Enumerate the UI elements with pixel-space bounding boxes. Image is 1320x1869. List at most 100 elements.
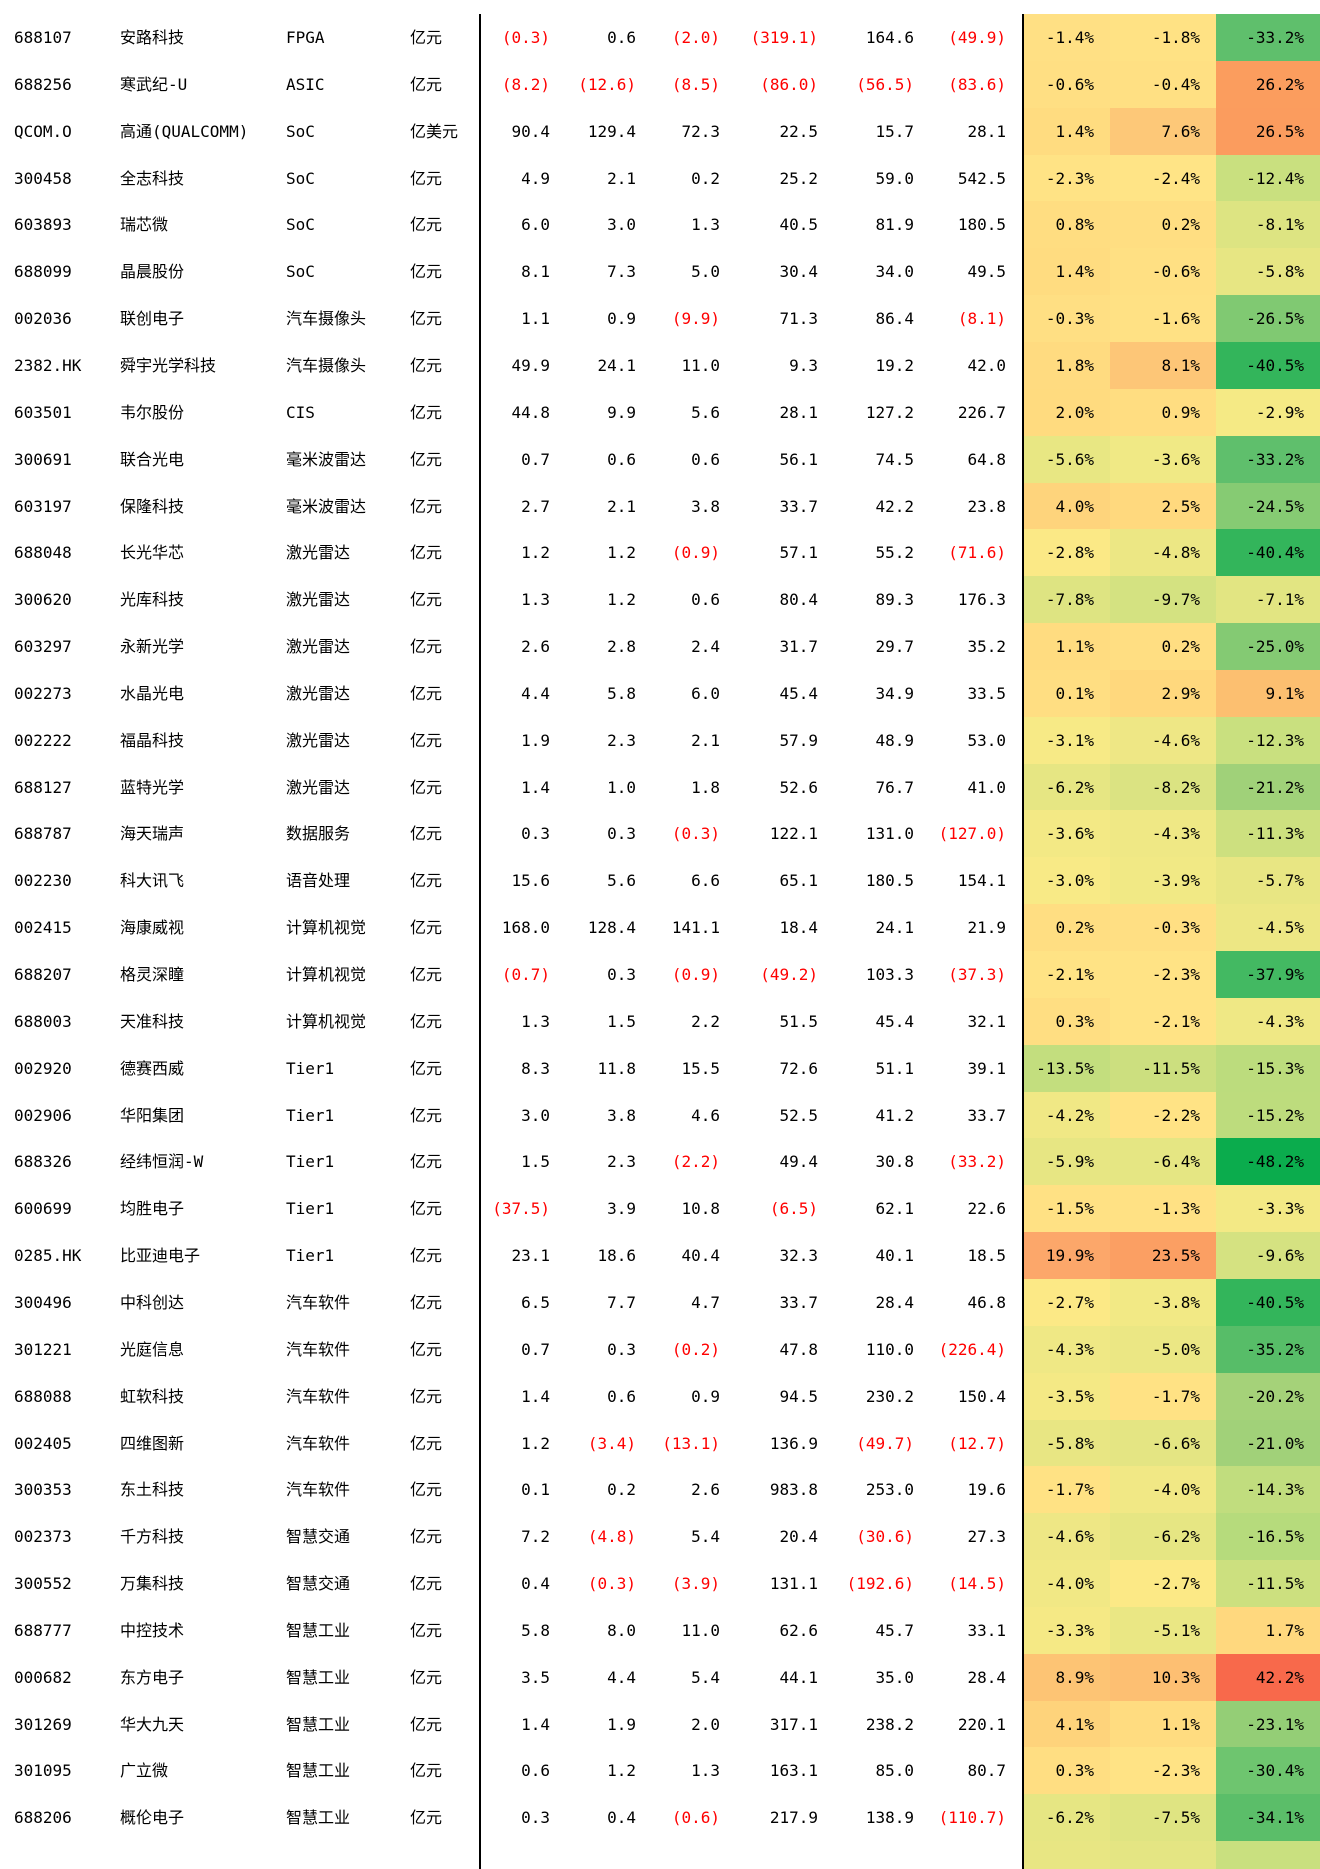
table-row: 688048 长光华芯 激光雷达 亿元 1.2 1.2 (0.9) 57.1 55.2 (71.6…: [0, 529, 1320, 577]
growth-cell-bg: [1216, 1278, 1320, 1326]
value-cell: 33.1: [967, 1620, 1006, 1640]
growth-cell-bg: [1110, 60, 1216, 108]
growth-cell-bg: [1024, 716, 1110, 764]
unit-label: 亿元: [410, 1246, 443, 1266]
company-name: 中科创达: [120, 1292, 185, 1312]
value-cell: 72.6: [779, 1058, 818, 1078]
stock-code: 688206: [14, 1808, 72, 1828]
table-row: 603297 永新光学 激光雷达 亿元 2.6 2.8 2.4 31.7 29.7 35.2 1.1…: [0, 623, 1320, 671]
growth-cell: -2.7%: [1151, 1574, 1200, 1594]
segment-label: Tier1: [286, 1199, 335, 1219]
company-name: 福晶科技: [120, 730, 185, 750]
growth-cell-bg: [1216, 1653, 1320, 1701]
value-cell: 2.1: [691, 730, 720, 750]
segment-label: 计算机视觉: [286, 918, 367, 938]
stock-code: 603197: [14, 496, 72, 516]
growth-cell-bg: [1216, 107, 1320, 155]
unit-label: 亿元: [410, 496, 443, 516]
growth-cell-bg: [1024, 810, 1110, 858]
growth-cell-bg: [1024, 1560, 1110, 1608]
unit-label: 亿元: [410, 824, 443, 844]
growth-cell-bg: [1110, 1232, 1216, 1280]
value-cell: (319.1): [750, 28, 818, 47]
growth-cell: -1.4%: [1045, 28, 1094, 47]
growth-cell-bg: [1216, 810, 1320, 858]
growth-cell: 1.4%: [1055, 262, 1094, 282]
growth-cell: 2.5%: [1161, 496, 1200, 516]
value-cell: (49.7): [856, 1433, 914, 1453]
value-cell: 85.0: [875, 1761, 914, 1781]
segment-label: SoC: [286, 262, 315, 282]
stock-code: 688099: [14, 262, 72, 282]
growth-cell: 1.4%: [1055, 121, 1094, 141]
table-row: 002373 千方科技 智慧交通 亿元 7.2 (4.8) 5.4 20.4 (30.6) 27.…: [0, 1513, 1320, 1561]
growth-cell: -9.6%: [1255, 1246, 1304, 1266]
stock-code: 002415: [14, 918, 72, 938]
unit-label: 亿元: [410, 1480, 443, 1500]
company-name: 华大九天: [120, 1714, 185, 1734]
growth-cell: -1.7%: [1045, 1480, 1094, 1500]
company-name: 概伦电子: [120, 1808, 185, 1828]
growth-cell: -3.6%: [1151, 449, 1200, 469]
value-cell: 0.3: [607, 1339, 636, 1359]
value-cell: 1.8: [691, 777, 720, 797]
growth-cell-bg: [1110, 1513, 1216, 1561]
growth-cell: 26.5%: [1255, 121, 1304, 141]
value-cell: 253.0: [865, 1480, 914, 1500]
value-cell: 39.1: [967, 1058, 1006, 1078]
table-row: 002036 联创电子 汽车摄像头 亿元 1.1 0.9 (9.9) 71.3 86.4 (8.1…: [0, 295, 1320, 343]
growth-cell: -1.6%: [1151, 309, 1200, 329]
value-cell: 28.4: [967, 1667, 1006, 1687]
segment-label: SoC: [286, 215, 315, 235]
value-cell: 42.0: [967, 355, 1006, 375]
value-cell: 9.3: [789, 355, 818, 375]
value-cell: 21.9: [967, 918, 1006, 938]
segment-label: 毫米波雷达: [286, 496, 367, 516]
value-cell: 5.4: [691, 1667, 720, 1687]
segment-label: 激光雷达: [286, 590, 351, 610]
value-cell: 11.0: [681, 1620, 720, 1640]
value-cell: 5.4: [691, 1527, 720, 1547]
growth-cell-bg: [1216, 716, 1320, 764]
growth-cell: -5.1%: [1151, 1620, 1200, 1640]
value-cell: 138.9: [865, 1808, 914, 1828]
value-cell: 129.4: [587, 121, 636, 141]
value-cell: 4.4: [521, 683, 550, 703]
stock-code: 688127: [14, 777, 72, 797]
value-cell: 164.6: [865, 28, 914, 47]
growth-cell: 0.2%: [1161, 215, 1200, 235]
value-cell: 983.8: [769, 1480, 818, 1500]
value-cell: 2.6: [521, 637, 550, 657]
stock-code: 301269: [14, 1714, 72, 1734]
company-name: 东方电子: [120, 1667, 185, 1687]
growth-cell-bg: [1216, 1747, 1320, 1795]
value-cell: 0.7: [521, 1339, 550, 1359]
value-cell: 45.4: [779, 683, 818, 703]
company-name: 万集科技: [120, 1574, 185, 1594]
value-cell: 40.5: [779, 215, 818, 235]
growth-cell: -3.9%: [1151, 871, 1200, 891]
value-cell: 52.6: [779, 777, 818, 797]
growth-cell: -4.6%: [1151, 730, 1200, 750]
growth-cell-bg: [1024, 857, 1110, 905]
segment-label: 汽车软件: [286, 1386, 351, 1406]
company-name: 高通(QUALCOMM): [120, 121, 249, 141]
growth-cell-bg: [1110, 1841, 1216, 1869]
value-cell: (33.2): [948, 1152, 1006, 1172]
value-cell: 86.4: [875, 309, 914, 329]
growth-cell-bg: [1110, 1466, 1216, 1514]
value-cell: 3.0: [607, 215, 636, 235]
growth-cell: -40.4%: [1246, 543, 1304, 563]
growth-cell: 2.9%: [1161, 683, 1200, 703]
growth-cell: 26.2%: [1255, 74, 1304, 94]
stock-code: 688326: [14, 1152, 72, 1172]
growth-cell-bg: [1110, 1794, 1216, 1842]
value-cell: 49.4: [779, 1152, 818, 1172]
unit-label: 亿元: [410, 1808, 443, 1828]
growth-cell: -2.3%: [1045, 168, 1094, 188]
value-cell: 32.1: [967, 1011, 1006, 1031]
growth-cell-bg: [1216, 435, 1320, 483]
value-cell: 4.9: [521, 168, 550, 188]
value-cell: 0.6: [607, 449, 636, 469]
growth-cell-bg: [1024, 529, 1110, 577]
